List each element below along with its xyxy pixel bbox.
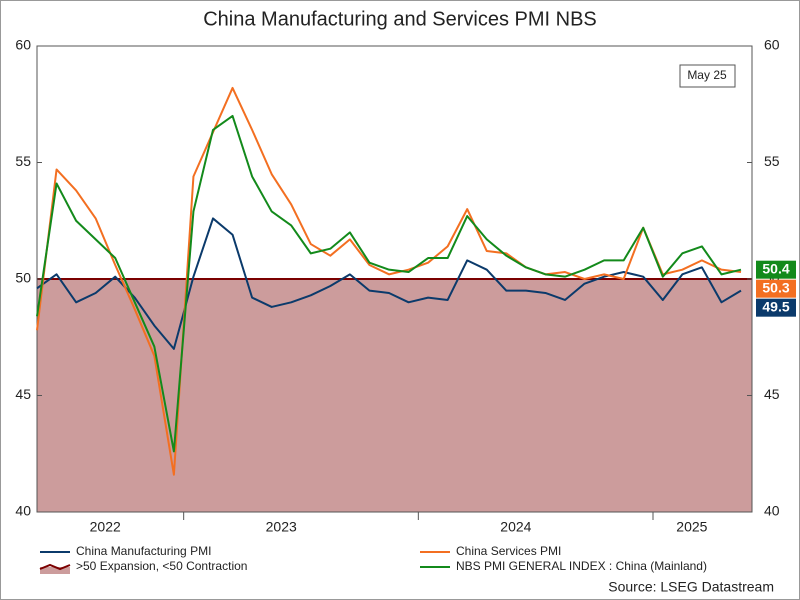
x-tick-label: 2023 xyxy=(266,519,297,535)
legend-swatch xyxy=(40,567,70,574)
end-label-box xyxy=(756,260,796,279)
annotation-box xyxy=(679,64,736,88)
end-label-box xyxy=(756,298,796,317)
y2-tick-label: 45 xyxy=(764,386,780,402)
end-label-box xyxy=(756,279,796,298)
y-tick-label: 50 xyxy=(15,270,31,286)
series-line xyxy=(36,217,742,350)
legend-label: China Services PMI xyxy=(456,544,561,558)
y-tick-label: 60 xyxy=(15,37,31,53)
y-tick-label: 40 xyxy=(15,503,31,519)
x-tick-label: 2022 xyxy=(90,519,121,535)
x-tick-label: 2024 xyxy=(500,519,531,535)
legend-swatch xyxy=(39,563,71,571)
legend-label: NBS PMI GENERAL INDEX : China (Mainland) xyxy=(456,559,707,573)
end-label: 50.4 xyxy=(762,260,789,276)
series-line xyxy=(36,86,742,476)
x-tick-label: 2025 xyxy=(676,519,707,535)
annotation: May 25 xyxy=(687,68,727,82)
chart-title: China Manufacturing and Services PMI NBS xyxy=(203,8,597,30)
end-label: 50.3 xyxy=(762,279,789,295)
contraction-band xyxy=(37,279,752,512)
end-label: 49.5 xyxy=(762,298,789,314)
legend-label: >50 Expansion, <50 Contraction xyxy=(76,559,247,573)
y-tick-label: 55 xyxy=(15,153,31,169)
y-tick-label: 45 xyxy=(15,386,31,402)
y2-tick-label: 60 xyxy=(764,37,780,53)
y2-tick-label: 40 xyxy=(764,503,780,519)
y2-tick-label: 55 xyxy=(764,153,780,169)
legend-label: China Manufacturing PMI xyxy=(76,544,211,558)
series-line xyxy=(36,114,742,453)
source: Source: LSEG Datastream xyxy=(608,579,774,595)
